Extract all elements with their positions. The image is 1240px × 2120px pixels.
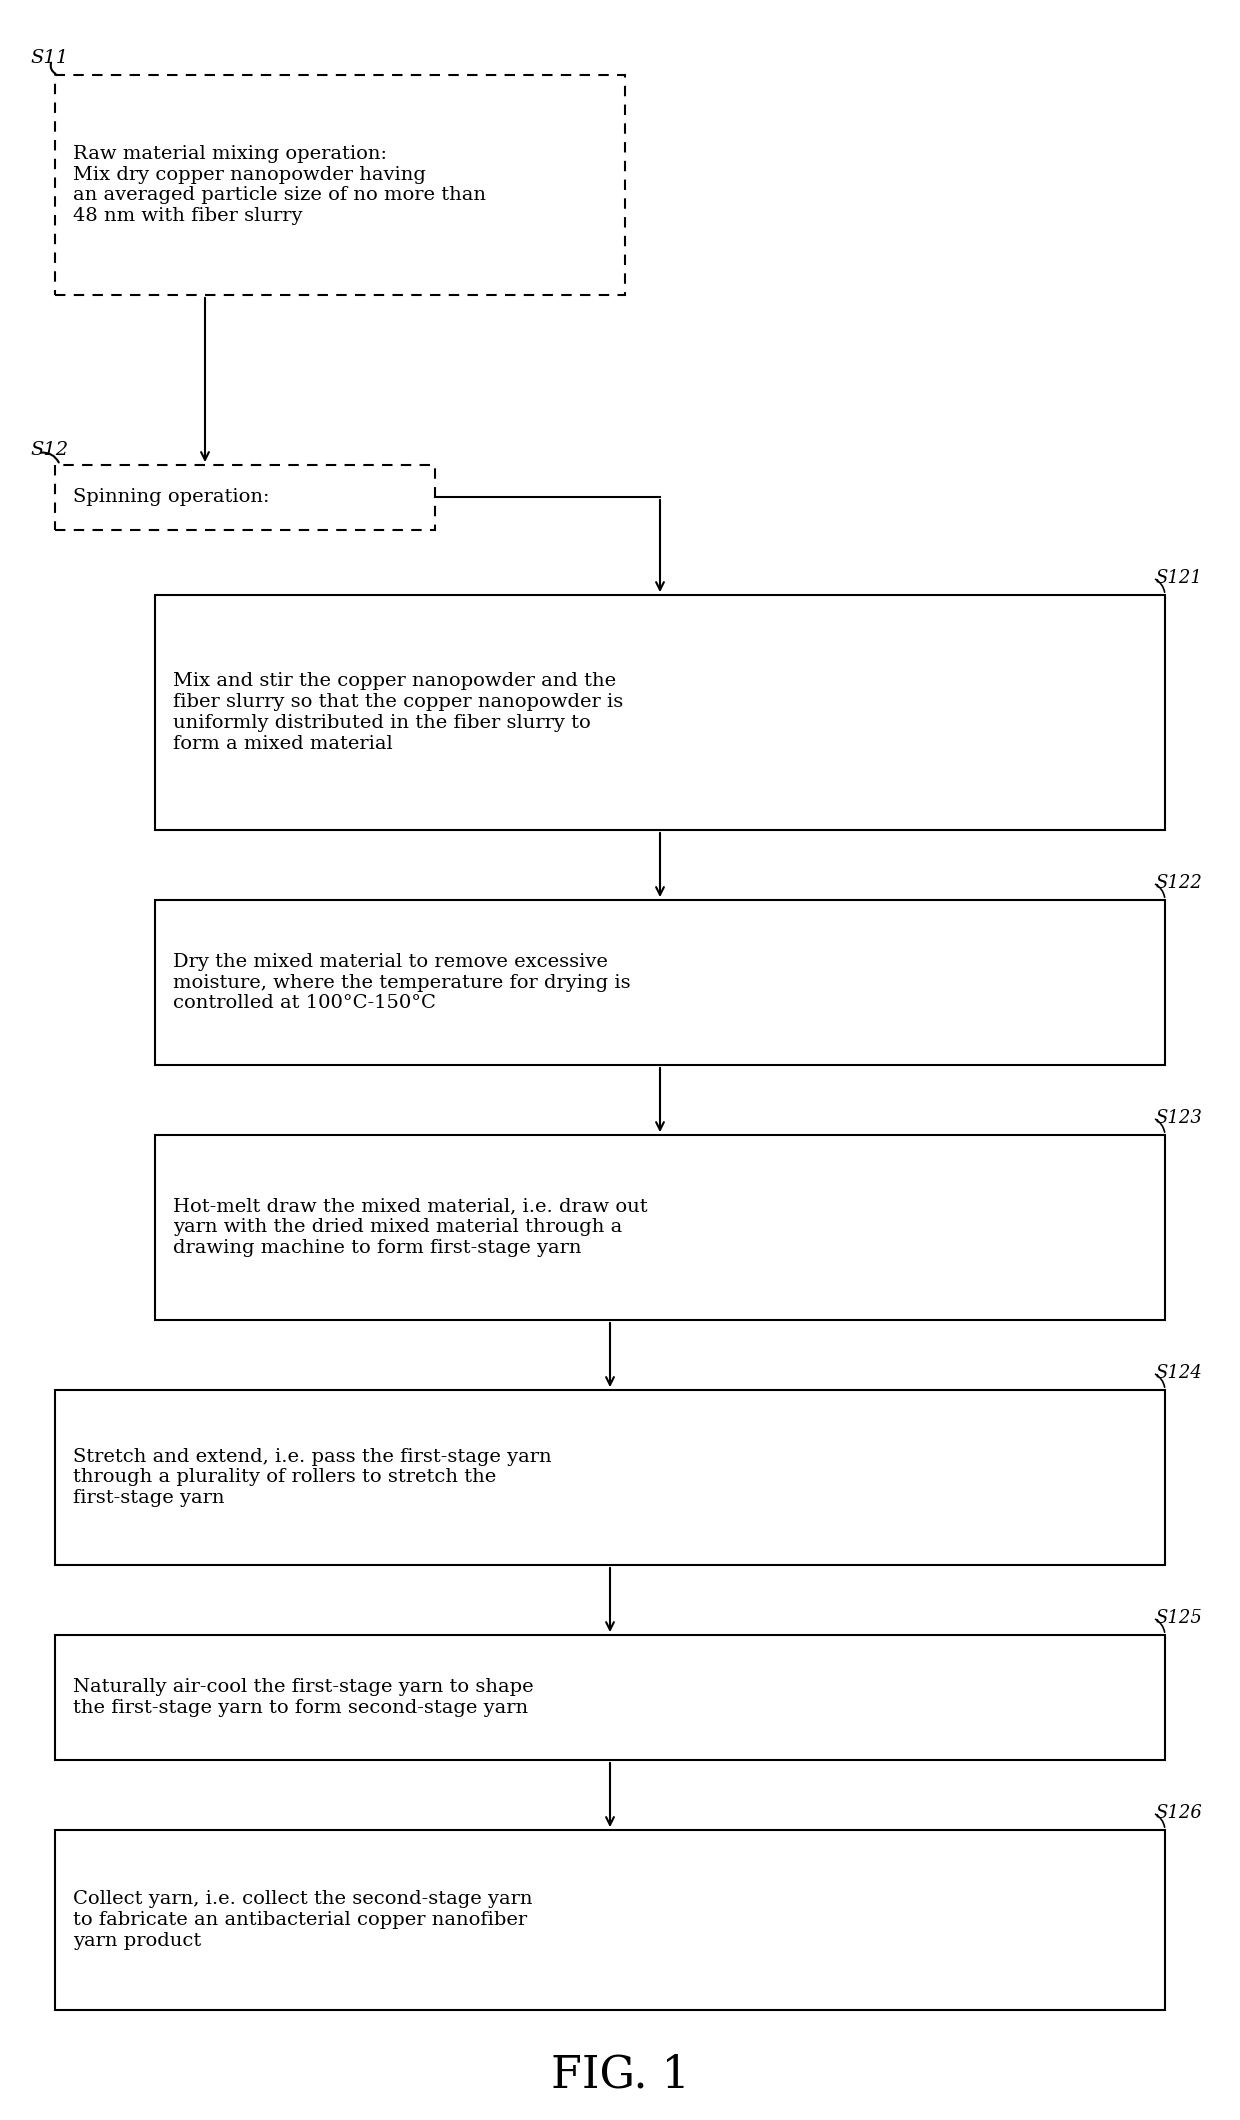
Bar [55,1635,1166,1760]
Text: Collect yarn, i.e. collect the second-stage yarn
to fabricate an antibacterial c: Collect yarn, i.e. collect the second-st… [73,1891,532,1950]
Text: S126: S126 [1154,1804,1202,1821]
Bar [55,74,625,295]
Text: Mix and stir the copper nanopowder and the
fiber slurry so that the copper nanop: Mix and stir the copper nanopowder and t… [174,672,624,753]
Text: Hot-melt draw the mixed material, i.e. draw out
yarn with the dried mixed materi: Hot-melt draw the mixed material, i.e. d… [174,1198,647,1257]
Bar [55,1391,1166,1565]
Bar [155,596,1166,831]
Text: Stretch and extend, i.e. pass the first-stage yarn
through a plurality of roller: Stretch and extend, i.e. pass the first-… [73,1448,552,1507]
Bar [55,464,435,530]
Text: S122: S122 [1154,873,1202,893]
Text: Spinning operation:: Spinning operation: [73,488,269,507]
Bar [155,901,1166,1064]
Text: S125: S125 [1154,1609,1202,1626]
Bar [55,1830,1166,2010]
Text: S11: S11 [30,49,68,68]
Bar [155,1134,1166,1321]
Text: S124: S124 [1154,1363,1202,1382]
Text: S121: S121 [1154,568,1202,587]
Text: Dry the mixed material to remove excessive
moisture, where the temperature for d: Dry the mixed material to remove excessi… [174,952,631,1011]
Text: Naturally air-cool the first-stage yarn to shape
the first-stage yarn to form se: Naturally air-cool the first-stage yarn … [73,1679,533,1717]
Text: Raw material mixing operation:
Mix dry copper nanopowder having
an averaged part: Raw material mixing operation: Mix dry c… [73,144,486,225]
Text: S12: S12 [30,441,68,460]
Text: S123: S123 [1154,1109,1202,1128]
Text: FIG. 1: FIG. 1 [551,2054,689,2097]
